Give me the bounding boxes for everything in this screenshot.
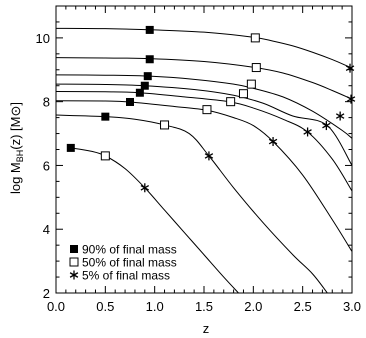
open-square-marker [246,79,256,89]
y-axis-label-sub: BH [15,150,25,163]
y-tick-label: 4 [43,222,50,237]
open-square-marker [238,89,248,99]
x-tick-label: 2.0 [244,299,262,314]
y-tick-label: 10 [36,31,50,46]
x-axis-label: z [203,321,210,336]
series-line-2 [56,57,352,100]
legend-filled-square-icon [70,245,78,253]
series-markers [66,25,356,193]
x-tick-label: 3.0 [343,299,361,314]
x-tick-label: 1.5 [195,299,213,314]
asterisk-marker [345,63,355,73]
asterisk-marker [303,127,312,137]
open-square-marker [251,63,261,73]
asterisk-marker [346,94,356,104]
y-tick-label: 8 [43,95,50,110]
x-tick-label: 1.0 [146,299,164,314]
asterisk-marker [335,111,345,121]
axis-ticks [55,5,353,294]
open-square-marker [250,33,260,43]
asterisk-marker [268,137,278,147]
x-tick-label: 0.5 [96,299,114,314]
y-axis-label-main: log M [8,162,23,194]
open-square-marker [160,120,170,130]
series-line-5 [56,90,352,192]
asterisk-marker [204,151,214,161]
filled-square-marker [135,88,144,97]
series-line-3 [56,74,352,139]
legend-label: 50% of final mass [82,256,177,270]
filled-square-marker [101,112,110,121]
asterisk-marker [140,183,150,193]
y-axis-label-rest: (z) [M [8,117,23,150]
y-tick-label: 2 [43,286,50,301]
series-line-1 [56,27,352,69]
tick-labels: 0.0 0.5 1.0 1.5 2.0 2.5 3.0 2 4 6 8 10 [36,31,362,314]
filled-square-marker [145,55,154,64]
legend-label: 5% of final mass [82,269,170,283]
asterisk-marker [322,121,331,131]
y-axis-label-close: ] [8,102,23,106]
x-tick-label: 2.5 [294,299,312,314]
series-line-6 [56,100,352,252]
open-square-marker [226,97,236,107]
x-tick-label: 0.0 [47,299,65,314]
filled-square-marker [66,143,75,152]
y-axis-label: log MBH(z) [M⊙] [8,102,25,194]
legend-open-square-icon [69,257,79,267]
open-square-marker [202,105,212,115]
filled-square-marker [140,81,149,90]
legend-asterisk-icon [69,270,79,280]
filled-square-marker [145,25,154,34]
series-line-8 [70,147,239,293]
y-axis-label-sym: ⊙ [8,106,23,117]
filled-square-marker [126,97,134,106]
y-tick-label: 6 [43,158,50,173]
series-line-4 [56,83,352,166]
filled-square-marker [143,72,152,81]
open-square-marker [100,151,110,161]
legend-label: 90% of final mass [82,243,177,257]
